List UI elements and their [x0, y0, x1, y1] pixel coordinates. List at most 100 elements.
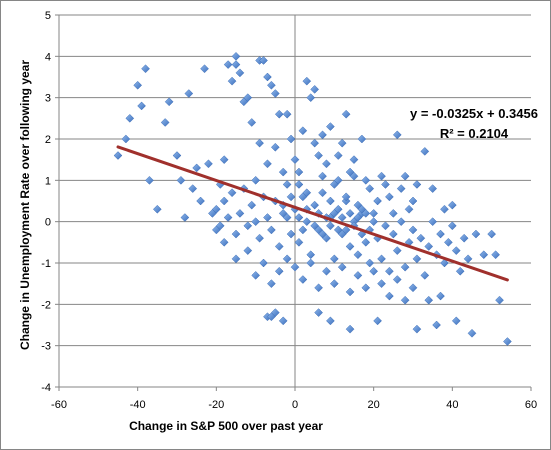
data-point: [290, 155, 300, 165]
data-point: [385, 291, 394, 301]
data-point: [286, 192, 296, 202]
data-point: [361, 283, 371, 293]
data-point: [365, 184, 375, 193]
data-point: [176, 175, 186, 185]
data-point: [259, 56, 268, 65]
data-point: [428, 184, 438, 193]
data-point: [392, 275, 402, 284]
data-point: [365, 258, 375, 268]
data-point: [310, 85, 320, 94]
y-tick-label: -3: [41, 341, 51, 353]
data-point: [463, 254, 473, 264]
data-point: [495, 295, 504, 305]
data-point: [282, 254, 292, 264]
data-point: [259, 258, 268, 268]
data-point: [341, 225, 351, 235]
data-point: [164, 97, 174, 107]
data-point: [310, 138, 320, 148]
data-point: [444, 237, 453, 247]
data-point: [337, 262, 347, 272]
data-point: [471, 229, 481, 239]
x-axis-title: Change in S&P 500 over past year: [129, 419, 323, 433]
data-point: [412, 180, 422, 189]
data-point: [274, 266, 284, 276]
r-squared-label: R² = 0.2104: [440, 126, 509, 141]
data-point: [400, 262, 410, 272]
data-point: [235, 209, 245, 218]
data-point: [487, 229, 497, 239]
data-point: [400, 295, 410, 305]
data-point: [306, 258, 316, 268]
data-point: [227, 188, 237, 198]
data-points: [113, 51, 512, 346]
data-point: [337, 213, 347, 222]
data-point: [318, 130, 327, 140]
data-point: [267, 80, 276, 90]
data-point: [440, 204, 449, 214]
data-point: [227, 76, 237, 86]
data-point: [270, 142, 280, 152]
data-point: [243, 221, 253, 231]
data-point: [322, 159, 331, 169]
data-point: [270, 308, 280, 317]
data-point: [282, 213, 292, 222]
data-point: [329, 254, 339, 264]
data-point: [160, 118, 170, 127]
y-tick-label: -4: [41, 382, 51, 394]
data-point: [432, 320, 441, 330]
data-point: [381, 180, 390, 189]
data-point: [353, 271, 363, 280]
x-tick-label: -60: [51, 399, 67, 411]
data-point: [251, 271, 261, 280]
data-point: [388, 209, 398, 218]
data-point: [349, 171, 359, 181]
x-tick-label: 60: [525, 399, 537, 411]
data-point: [337, 138, 347, 148]
data-point: [235, 68, 245, 78]
data-point: [231, 60, 241, 69]
data-point: [388, 229, 398, 239]
x-tick-label: 0: [292, 399, 298, 411]
data-point: [326, 122, 335, 131]
y-tick-label: 4: [45, 51, 51, 63]
data-point: [286, 134, 296, 144]
data-point: [267, 279, 276, 289]
data-point: [318, 171, 327, 181]
data-point: [412, 324, 422, 334]
data-point: [424, 242, 434, 251]
data-point: [200, 64, 209, 74]
y-tick-label: 2: [45, 134, 51, 146]
data-point: [341, 109, 351, 119]
data-point: [188, 184, 198, 193]
data-point: [298, 275, 308, 284]
data-point: [420, 271, 430, 280]
data-point: [231, 51, 241, 61]
data-point: [306, 93, 316, 103]
data-point: [361, 209, 371, 218]
y-tick-label: -1: [41, 258, 51, 270]
data-point: [353, 213, 363, 222]
data-point: [282, 109, 292, 119]
data-point: [231, 254, 241, 264]
data-point: [467, 328, 477, 338]
data-point: [204, 159, 213, 169]
data-point: [180, 213, 190, 222]
data-point: [326, 316, 335, 326]
data-point: [326, 196, 335, 206]
data-point: [310, 200, 320, 210]
y-axis-title: Change in Unemployment Rate over followi…: [18, 60, 32, 350]
data-point: [294, 167, 304, 177]
data-point: [345, 242, 355, 251]
data-point: [270, 89, 280, 98]
data-point: [345, 209, 355, 218]
data-point: [145, 175, 154, 185]
data-point: [223, 60, 233, 69]
data-point: [314, 308, 323, 317]
data-point: [294, 237, 304, 247]
data-point: [412, 254, 422, 264]
data-point: [392, 130, 402, 140]
data-point: [219, 196, 229, 206]
data-point: [247, 200, 257, 210]
data-point: [333, 151, 343, 160]
